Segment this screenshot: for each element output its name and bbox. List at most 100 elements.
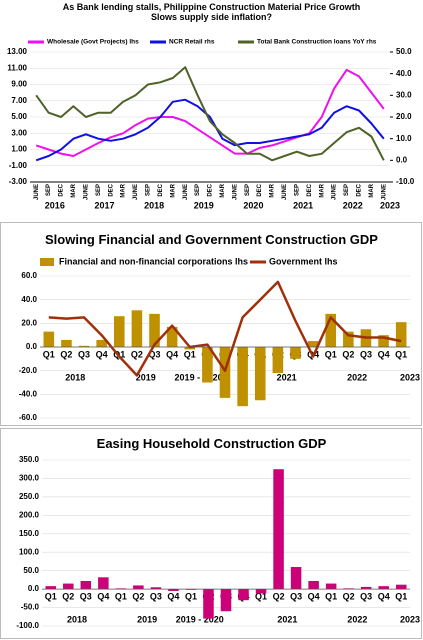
year-label: 2018	[67, 614, 87, 624]
x-tick-label: JUNE	[332, 184, 338, 200]
bar	[378, 586, 389, 590]
bar	[78, 345, 90, 347]
bar	[272, 347, 284, 374]
bar	[273, 469, 284, 590]
bar	[166, 326, 178, 347]
year-label: 2022	[347, 614, 367, 624]
x-tick-label: MAR	[170, 183, 176, 197]
year-label: 2017	[94, 200, 114, 210]
x-tick-label: Q2	[342, 349, 354, 359]
bar	[325, 313, 336, 347]
line	[48, 280, 402, 377]
bar	[307, 341, 319, 347]
x-tick-label: Q3	[360, 349, 372, 359]
bar	[43, 331, 55, 347]
legend-label: NCR Retail rhs	[169, 39, 215, 46]
bar	[149, 313, 160, 347]
y-tick-label: -20.0	[19, 366, 38, 375]
y-tick-label: 150.0	[19, 529, 40, 538]
y-tick-label: 300.0	[19, 474, 40, 483]
x-tick-label: Q2	[62, 591, 74, 601]
x-tick-label: Q1	[43, 349, 55, 359]
x-tick-label: Q1	[325, 349, 337, 359]
x-tick-label: SEP	[96, 184, 102, 196]
bar	[80, 580, 92, 590]
bar	[290, 566, 302, 590]
x-tick-label: Q3	[149, 349, 161, 359]
year-label: 2021	[277, 614, 297, 624]
y-tick-label: 250.0	[19, 492, 40, 501]
bar	[203, 589, 214, 619]
bar	[395, 322, 407, 347]
x-tick-label: DEC	[257, 183, 263, 196]
x-tick-label: MAR	[319, 183, 325, 197]
x-tick-label: DEC	[108, 183, 114, 196]
y-tick-label: 20.0	[21, 318, 37, 327]
y-tick-label: -60.0	[19, 413, 38, 422]
legend-label: Financial and non-financial corporations…	[59, 256, 248, 266]
x-tick-label: JUNE	[83, 184, 89, 200]
y-tick-label: -100.0	[16, 621, 39, 630]
x-tick-label: Q3	[290, 591, 302, 601]
bar	[290, 347, 301, 359]
y2-tick-label: -10.0	[396, 177, 415, 186]
year-label: 2018	[144, 200, 164, 210]
y-tick-label: -1.00	[9, 161, 28, 170]
x-tick-label: Q2	[273, 591, 285, 601]
x-tick-label: Q2	[60, 349, 72, 359]
x-tick-label: Q4	[167, 591, 179, 601]
year-label: 2023	[400, 372, 420, 382]
y-tick-label: 0.0	[26, 342, 38, 351]
y-tick-label: 50.0	[23, 566, 39, 575]
y-tick-label: 11.00	[7, 63, 27, 72]
bar	[45, 586, 57, 590]
chart-title: Slowing Financial and Government Constru…	[45, 232, 378, 247]
line	[35, 98, 385, 162]
x-tick-label: Q4	[97, 591, 109, 601]
panel-border	[0, 222, 422, 426]
year-label: 2018	[65, 372, 85, 382]
y-tick-label: 1.00	[11, 145, 27, 154]
y-tick-label: 100.0	[19, 547, 40, 556]
bar	[325, 583, 337, 590]
y2-tick-label: 0.0	[396, 155, 408, 164]
x-tick-label: Q1	[325, 591, 337, 601]
bar	[343, 331, 354, 347]
year-label: 2021	[293, 200, 313, 210]
chart-title: Easing Household Construction GDP	[96, 436, 327, 451]
chart-title: As Bank lending stalls, Philippine Const…	[62, 2, 361, 22]
x-tick-label: Q2	[131, 349, 143, 359]
x-tick-label: Q2	[343, 591, 355, 601]
x-tick-label: Q4	[166, 349, 178, 359]
x-tick-label: SEP	[46, 184, 52, 196]
y-tick-label: 40.0	[21, 295, 37, 304]
bar	[63, 583, 74, 590]
x-tick-label: MAR	[220, 183, 226, 197]
y2-tick-label: 50.0	[396, 47, 412, 56]
x-tick-label: DEC	[357, 183, 363, 196]
legend-label: Government lhs	[269, 256, 338, 266]
x-tick-label: DEC	[158, 183, 164, 196]
year-label: 2023	[380, 200, 400, 210]
y-tick-label: 5.00	[11, 112, 27, 121]
x-tick-label: MAR	[121, 183, 127, 197]
bar	[96, 339, 107, 347]
x-tick-label: JUNE	[133, 184, 139, 200]
bar	[360, 586, 372, 590]
bar	[131, 310, 143, 347]
year-label: 2016	[45, 200, 65, 210]
x-tick-label: Q1	[395, 349, 407, 359]
bar	[238, 589, 249, 601]
y2-tick-label: 10.0	[396, 134, 412, 143]
year-label: 2020	[243, 200, 263, 210]
x-tick-label: SEP	[245, 184, 251, 196]
x-tick-label: MAR	[71, 183, 77, 197]
x-tick-label: JUNE	[34, 184, 40, 200]
y-tick-label: -50.0	[21, 603, 40, 612]
bar	[254, 347, 266, 401]
x-tick-label: DEC	[59, 183, 65, 196]
y-tick-label: -40.0	[19, 389, 38, 398]
x-tick-label: Q1	[184, 349, 196, 359]
y-tick-label: 60.0	[21, 271, 37, 280]
